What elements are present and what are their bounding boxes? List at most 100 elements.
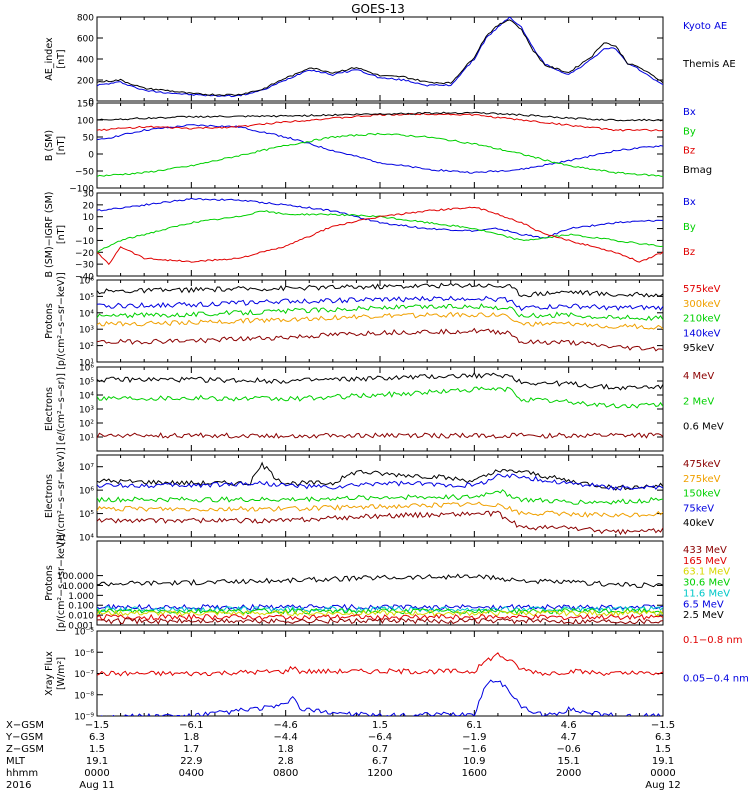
y-tick-label: 0 [88,151,94,161]
y-tick-label: 10.000 [63,582,95,592]
footer-value: 2.8 [278,756,294,767]
y-tick-label: 10¹ [79,434,94,444]
footer-value: −1.6 [462,744,486,755]
series-line-1 [100,679,661,716]
legend-entry: Bx [683,107,696,118]
legend-entry: 95keV [683,343,714,354]
legend-entry: Bx [683,197,696,208]
footer-value: −1.9 [462,732,486,743]
series-line-4 [97,510,663,536]
y-tick-label: 10⁶ [79,364,94,374]
series-line-2 [97,303,663,321]
series-line-0 [97,124,663,174]
y-tick-label: 100.000 [57,572,94,582]
panel-7: 0.0010.0100.1001.00010.000100.000Protons… [44,534,730,632]
panel-2: −100 −50 0 50 100 150 B (SM) [nT] Bx By Bz Bmag [44,100,712,195]
series-line-1 [97,473,663,491]
footer-value: 0800 [273,768,298,779]
y-axis-label: [p/(cm²−s−sr−keV)] [56,534,67,632]
y-tick-label: 0 [88,225,94,235]
legend-entry: 475keV [683,459,721,470]
footer-value: 19.1 [652,756,674,767]
footer-value: 1.7 [183,744,199,755]
footer-value: 0400 [179,768,204,779]
footer-value: 6.7 [372,756,388,767]
series-line-0 [97,282,663,298]
y-axis-label: [p/(cm²−s−sr−keV)] [56,272,67,370]
y-tick-label: 10⁴ [79,534,94,544]
y-axis-label: [nT] [56,136,67,155]
footer-row-label: X−GSM [6,720,44,731]
footer-value: Aug 11 [79,780,114,791]
legend-entry: Bz [683,247,695,258]
legend-entry: 210keV [683,314,721,325]
legend-entry: 150keV [683,489,721,500]
legend-entry: 6.5 MeV [683,599,724,610]
legend-entry: 63.1 MeV [683,567,730,578]
panel-5: 10¹ 10² 10³ 10⁴ 10⁵ 10⁶ Electrons [e/(cm²−s−sr)… [44,364,724,452]
y-tick-label: −40 [75,273,94,283]
legend-entry: 0.05−0.4 nm [683,674,749,685]
series-line-2 [97,489,663,505]
series-line-0 [97,573,663,588]
y-tick-label: 0.010 [68,612,94,622]
footer-row-label: hhmm [6,768,38,779]
y-tick-label: 10 [83,213,95,223]
series-line-1 [97,295,663,312]
footer-value: 10.9 [463,756,485,767]
y-tick-label: 50 [83,134,95,144]
y-axis-label: Protons [44,303,55,339]
footer-value: 1.5 [89,744,105,755]
legend-entry: By [683,222,696,233]
y-tick-label: 10⁻⁸ [74,691,94,701]
series-line-1 [97,19,663,97]
legend-entry: 140keV [683,328,721,339]
legend-entry: Themis AE [682,59,736,70]
panel-1: 0 200 400 600 800 AE_index [nT] Kyoto AE Themis … [44,14,736,108]
legend-entry: 11.6 MeV [683,588,730,599]
footer-value: −1.5 [85,720,109,731]
y-tick-label: −10 [75,237,94,247]
footer-value: −0.6 [557,744,581,755]
y-tick-label: 150 [77,100,94,110]
y-axis-label: B (SM) [44,130,55,161]
footer-value: 0000 [650,768,675,779]
footer-value: 4.7 [561,732,577,743]
footer-value: 2000 [556,768,581,779]
y-tick-label: 200 [77,77,94,87]
footer-value: 6.1 [466,720,482,731]
y-tick-label: −50 [75,168,94,178]
legend-entry: Kyoto AE [683,21,727,32]
legend-entry: By [683,126,696,137]
footer-row-label: MLT [6,756,26,767]
footer-row-label: 2016 [6,780,31,791]
y-tick-label: 10¹ [79,359,94,369]
y-axis-label: [e/(cm²−s−sr−keV)] [56,447,67,544]
y-tick-label: 800 [77,14,94,24]
footer-value: −4.6 [274,720,298,731]
footer-value: 22.9 [180,756,202,767]
y-tick-label: 10⁻⁷ [74,670,94,680]
footer-value: 1.5 [372,720,388,731]
y-tick-label: 0.100 [68,602,94,612]
footer-value: 0.7 [372,744,388,755]
y-tick-label: 10⁴ [79,309,94,319]
series-line-0 [97,461,663,491]
y-tick-label: 10⁴ [79,392,94,402]
footer-value: 1200 [367,768,392,779]
series-line-3 [97,607,663,615]
series-line-3 [97,501,663,518]
series-line-2 [97,206,663,266]
series-line-2 [97,432,663,439]
y-axis-label: AE_index [44,37,55,81]
legend-entry: 433 MeV [683,545,727,556]
legend-entry: 0.1−0.8 nm [683,635,742,646]
series-line-0 [97,17,663,98]
series-line-0 [97,197,663,239]
footer-value: 6.3 [655,732,671,743]
series-line-4 [97,327,663,352]
legend-entry: 40keV [683,518,714,529]
y-tick-label: 100 [77,117,94,127]
